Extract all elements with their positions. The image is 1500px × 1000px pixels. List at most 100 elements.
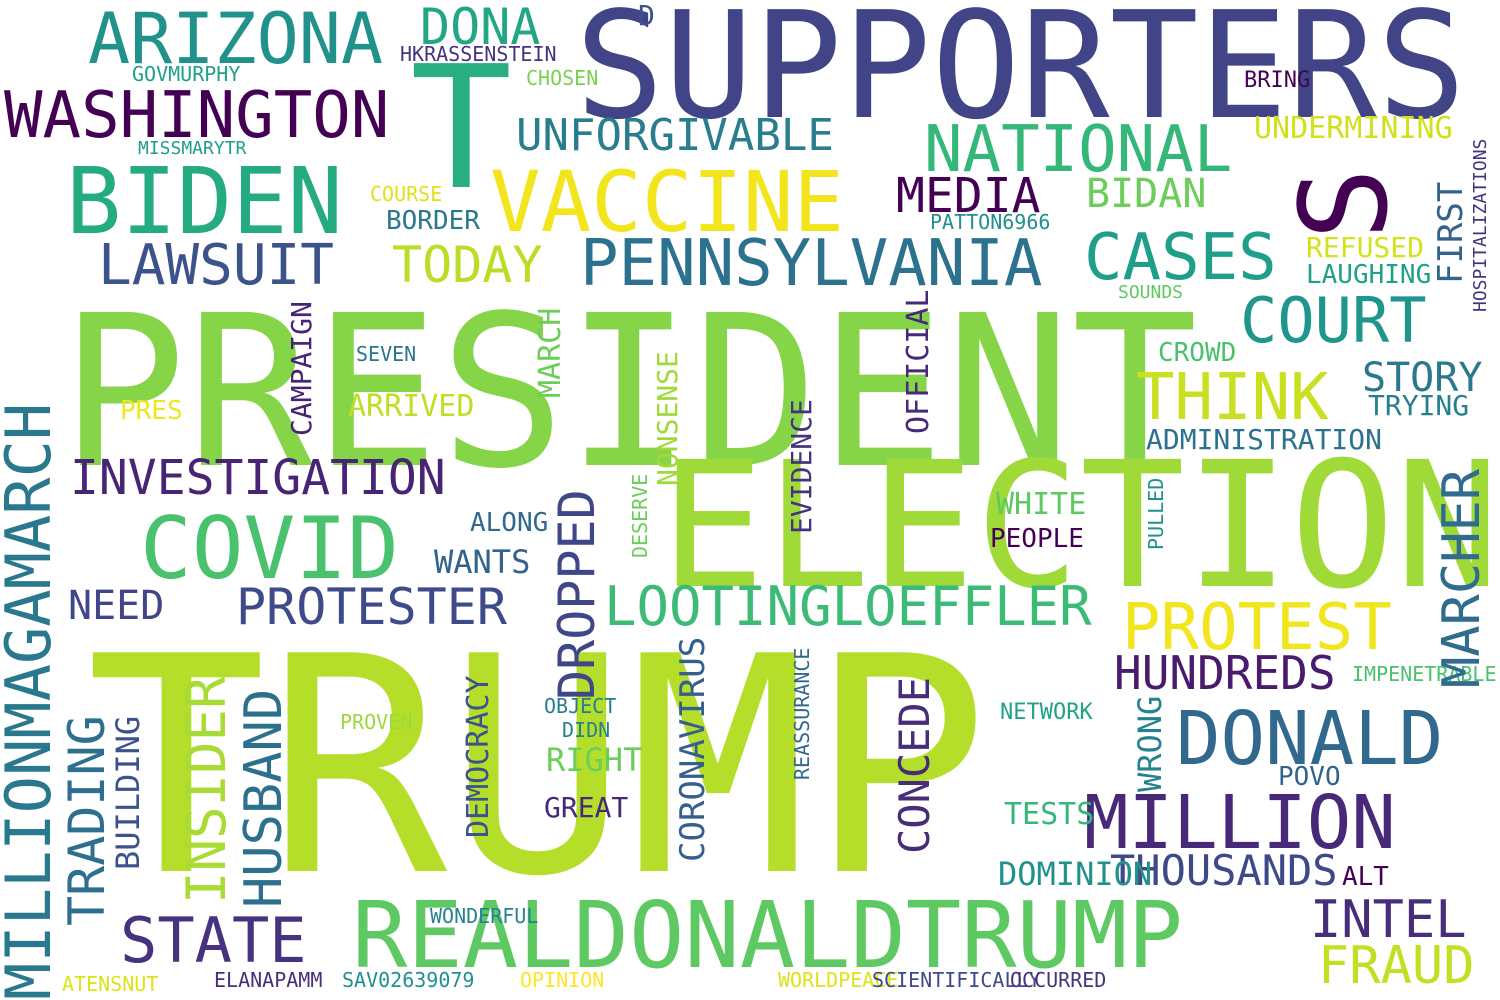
word-wonderful: ATENSNUT <box>62 972 159 996</box>
word-cases: CASES <box>1084 221 1277 295</box>
word-million: MILLION <box>1084 780 1396 866</box>
word-along: ALONG <box>470 508 549 538</box>
word-realdonaldtrump: REALDONALDTRUMP <box>352 882 1183 989</box>
word-investigation: INVESTIGATION <box>70 450 446 506</box>
word-bidan: BIDAN <box>1086 171 1207 217</box>
word-administration: ADMINISTRATION <box>1146 423 1383 456</box>
word-bring: BRING <box>1244 68 1311 93</box>
word-missmarytr: MISSMARYTR <box>138 138 247 159</box>
word-pennsylvania: PENNSYLVANIA <box>580 227 1043 301</box>
word-unforgivable: UNFORGIVABLE <box>516 110 834 161</box>
word-impenetrable: POVO <box>1278 762 1341 792</box>
word-lootingloeffler: LOOTINGLOEFFLER <box>604 575 1092 638</box>
word-washington: WASHINGTON <box>4 79 390 153</box>
word-audits: PROVEN <box>340 710 413 734</box>
word-alt: WONDERFUL <box>430 904 539 928</box>
word-dropped: DROPPED <box>548 489 606 700</box>
word-hundreds: HUNDREDS <box>1114 646 1336 700</box>
word-deserve: DESERVE <box>628 473 652 558</box>
word-patton6966: PATTON6966 <box>930 210 1051 234</box>
word-hospitalizations: HOSPITALIZATIONS <box>1470 138 1491 312</box>
word-state: STATE <box>120 904 307 977</box>
word-dominion: ALT <box>1342 862 1389 892</box>
word-s: S <box>1276 167 1415 240</box>
word-worldpeace: SCIENTIFICALLY <box>872 968 1041 992</box>
word-lawsuit: LAWSUIT <box>98 233 335 298</box>
word-need: NEED <box>68 583 165 629</box>
word-democracy: DEMOCRACY <box>461 675 496 838</box>
word-proven: OBJECT <box>544 694 617 718</box>
word-president: PRESIDENT <box>60 270 1198 515</box>
word-marcher: MARCHER <box>1432 468 1492 688</box>
word-didn: RIGHT <box>546 741 643 779</box>
word-story: STORY <box>1362 355 1483 401</box>
word-scientifically: OCCURRED <box>1010 968 1107 992</box>
word-fraud: FRAUD <box>1318 936 1475 996</box>
word-insider: INSIDER <box>175 676 238 904</box>
word-arizona: ARIZONA <box>88 0 384 80</box>
word-laughing: LAUGHING <box>1306 260 1432 290</box>
word-national: NATIONAL <box>924 113 1233 187</box>
word-millionmagamarch: MILLIONMAGAMARCH <box>0 402 65 1000</box>
word-arrived: ARRIVED <box>348 389 475 424</box>
word-election: ELECTION <box>660 425 1500 628</box>
word-pulled: PULLED <box>1144 477 1168 550</box>
word-border: BORDER <box>386 206 480 236</box>
word-donald: DONALD <box>1176 696 1444 782</box>
word-dona: DONA <box>420 0 541 56</box>
word-sounds: SOUNDS <box>1118 282 1184 303</box>
word-thousands: THOUSANDS <box>1110 846 1338 895</box>
word-opinion: WORLDPEACE <box>778 968 899 992</box>
word-protest: PROTEST <box>1122 591 1392 665</box>
word-t: T <box>410 30 513 228</box>
word-wrong: NETWORK <box>1000 700 1093 725</box>
word-crowd: CROWD <box>1158 338 1237 368</box>
word-evidence: EVIDENCE <box>785 399 818 534</box>
word-refused: REFUSED <box>1306 231 1425 264</box>
word-pres: PRES <box>120 396 183 426</box>
word-husband: HUSBAND <box>234 688 294 908</box>
word-atensnut: ELANAPAMM <box>214 968 323 992</box>
word-today: TODAY <box>392 236 543 294</box>
word-white: WHITE <box>996 487 1087 522</box>
word-trump: TRUMP <box>86 593 990 942</box>
word-tests: DOMINION <box>998 855 1153 893</box>
word-concede: CONCEDE <box>890 676 939 854</box>
word-hkrassenstein: HKRASSENSTEIN <box>400 42 557 66</box>
word-reassurance: REASSURANCE <box>790 647 814 780</box>
word-vaccine: VACCINE <box>490 153 845 251</box>
word-building: BUILDING <box>109 715 147 870</box>
word-trading: TRADING <box>58 715 116 926</box>
word-great: WRONG <box>1131 695 1169 792</box>
word-sav02639079: OPINION <box>520 968 605 992</box>
word-coronavirus: CORONAVIRUS <box>673 636 713 862</box>
word-first: FIRST <box>1431 181 1471 284</box>
word-people: PEOPLE <box>990 524 1084 554</box>
word-chosen: CHOSEN <box>526 66 599 90</box>
word-object: DIDN <box>562 718 611 742</box>
word-d: D <box>638 0 655 32</box>
word-povo: TESTS <box>1004 797 1095 832</box>
word-govmurphy: GOVMURPHY <box>132 62 241 86</box>
word-media: MEDIA <box>896 168 1041 224</box>
word-seven: SEVEN <box>356 342 417 366</box>
word-campaign: CAMPAIGN <box>285 301 318 436</box>
word-nonsense: NONSENSE <box>651 351 684 486</box>
word-court: COURT <box>1240 284 1427 357</box>
word-course: COURSE <box>370 182 443 206</box>
word-network: IMPENETRABLE <box>1352 662 1497 686</box>
word-supporters: SUPPORTERS <box>575 0 1467 152</box>
word-covid: COVID <box>140 499 399 599</box>
word-march: MARCH <box>533 307 568 398</box>
word-wants: WANTS <box>434 543 531 581</box>
word-elanapamm: SAV02639079 <box>342 968 475 992</box>
word-protester: PROTESTER <box>236 578 507 636</box>
word-biden: BIDEN <box>66 148 343 255</box>
word-think: THINK <box>1136 361 1329 435</box>
word-trying: TRYING <box>1368 389 1470 422</box>
word-right: GREAT <box>544 791 629 824</box>
word-undermining: UNDERMINING <box>1254 111 1453 146</box>
word-official: OFFICIAL <box>901 289 936 435</box>
word-intel: INTEL <box>1310 890 1467 950</box>
